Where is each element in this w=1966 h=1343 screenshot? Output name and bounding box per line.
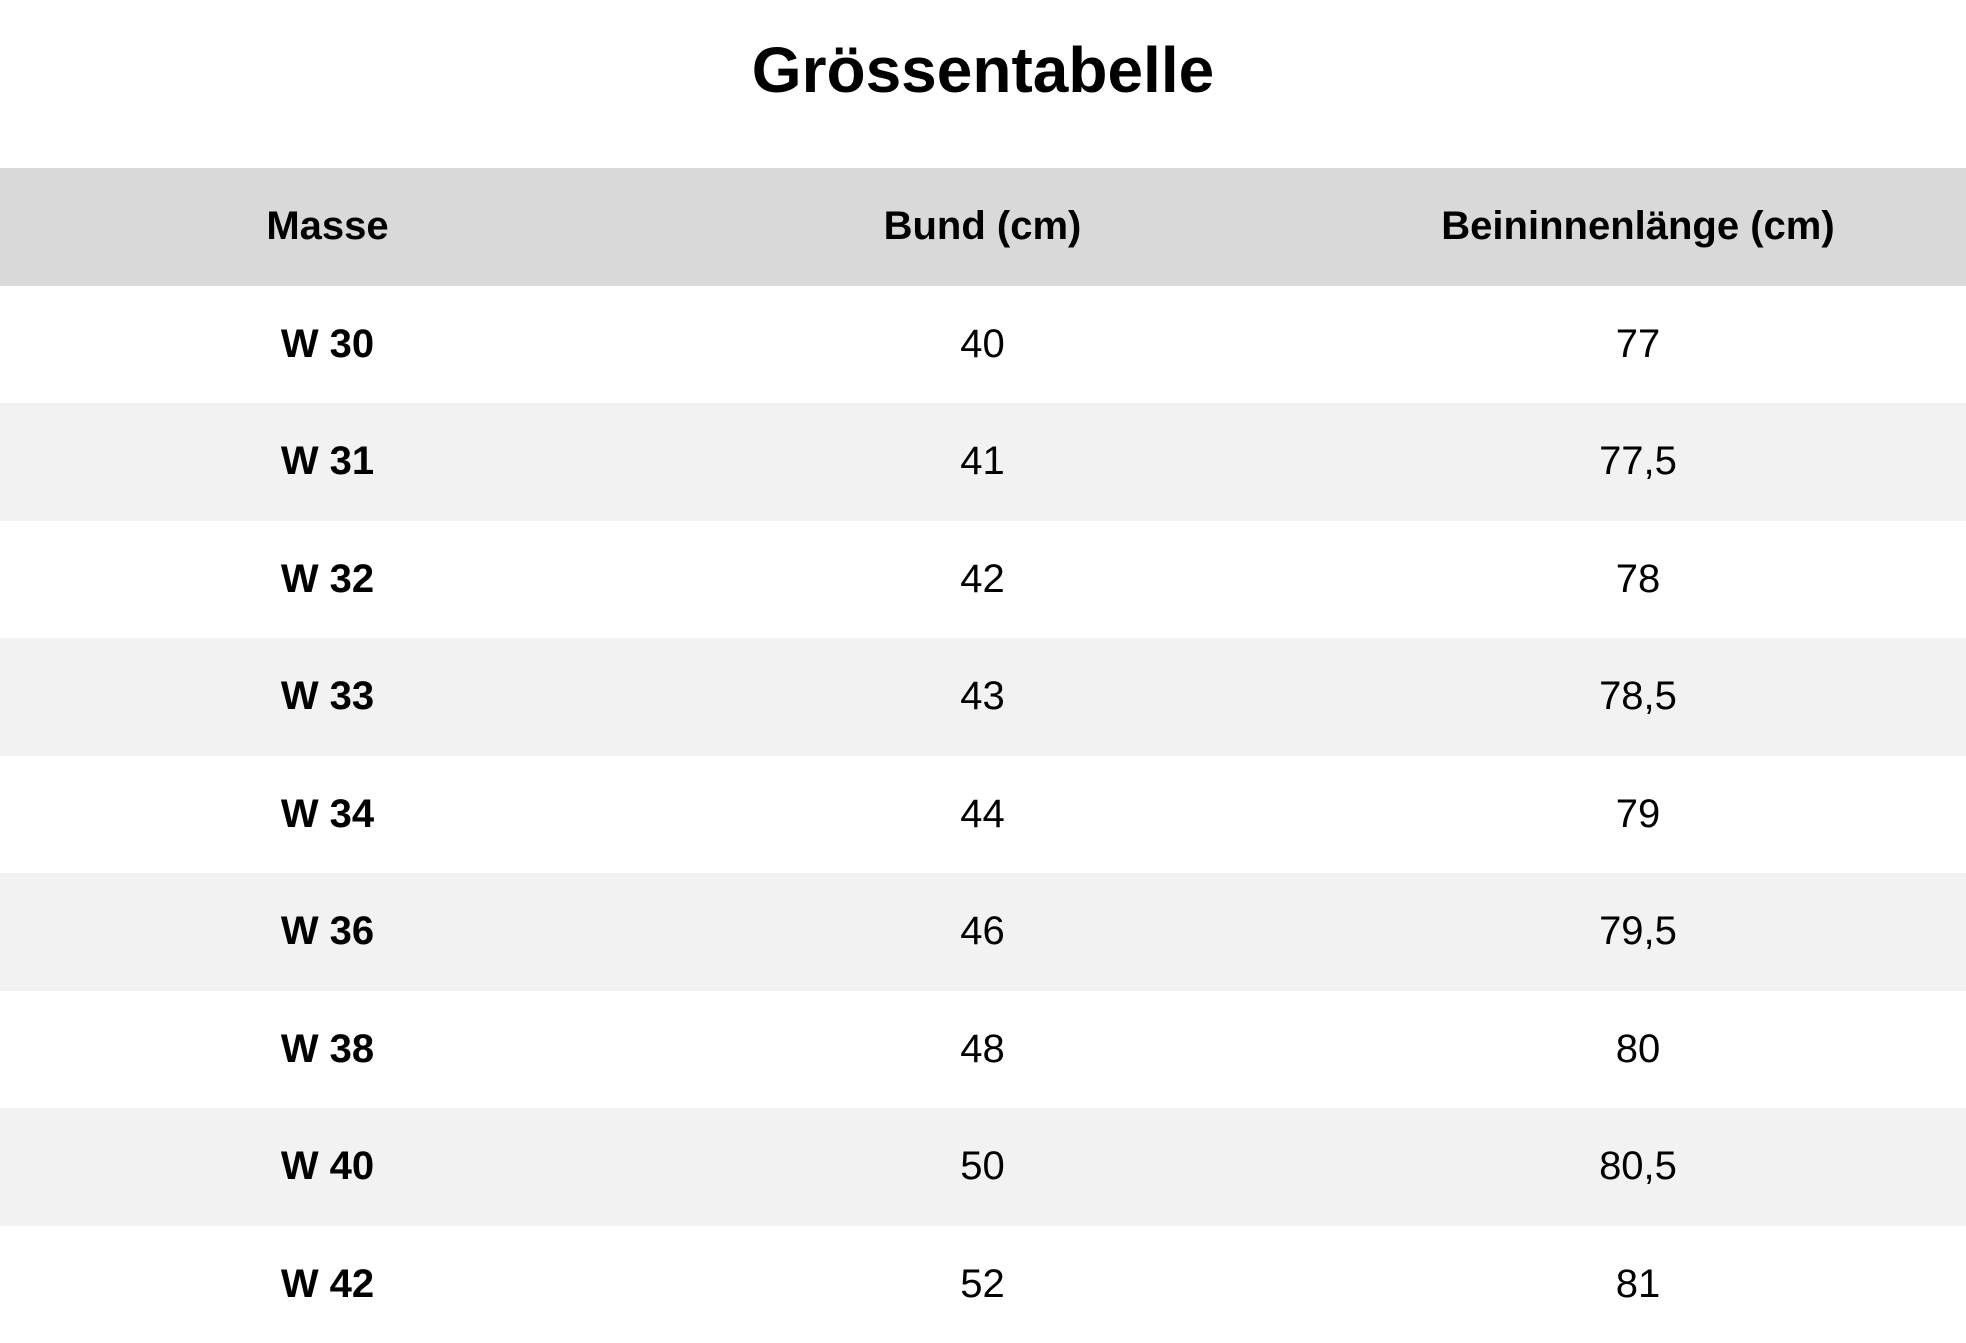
table-row: W 34 44 79 xyxy=(0,756,1966,874)
table-row: W 38 48 80 xyxy=(0,991,1966,1109)
bund-cell: 52 xyxy=(655,1226,1310,1343)
table-row: W 31 41 77,5 xyxy=(0,403,1966,521)
header-masse: Masse xyxy=(0,168,655,286)
bund-cell: 41 xyxy=(655,403,1310,521)
size-cell: W 34 xyxy=(0,756,655,874)
table-header: Masse Bund (cm) Beininnenlänge (cm) xyxy=(0,168,1966,286)
beininnenlaenge-cell: 79,5 xyxy=(1310,873,1966,991)
bund-cell: 43 xyxy=(655,638,1310,756)
table-row: W 32 42 78 xyxy=(0,521,1966,639)
beininnenlaenge-cell: 81 xyxy=(1310,1226,1966,1343)
size-cell: W 31 xyxy=(0,403,655,521)
size-cell: W 40 xyxy=(0,1108,655,1226)
size-cell: W 36 xyxy=(0,873,655,991)
bund-cell: 50 xyxy=(655,1108,1310,1226)
beininnenlaenge-cell: 79 xyxy=(1310,756,1966,874)
table-body: W 30 40 77 W 31 41 77,5 W 32 42 78 W 33 … xyxy=(0,286,1966,1343)
size-cell: W 33 xyxy=(0,638,655,756)
header-beininnenlaenge: Beininnenlänge (cm) xyxy=(1310,168,1966,286)
table-row: W 36 46 79,5 xyxy=(0,873,1966,991)
table-row: W 42 52 81 xyxy=(0,1226,1966,1343)
header-row: Masse Bund (cm) Beininnenlänge (cm) xyxy=(0,168,1966,286)
beininnenlaenge-cell: 78 xyxy=(1310,521,1966,639)
bund-cell: 40 xyxy=(655,286,1310,404)
size-cell: W 30 xyxy=(0,286,655,404)
table-row: W 40 50 80,5 xyxy=(0,1108,1966,1226)
beininnenlaenge-cell: 80 xyxy=(1310,991,1966,1109)
beininnenlaenge-cell: 78,5 xyxy=(1310,638,1966,756)
bund-cell: 42 xyxy=(655,521,1310,639)
header-bund: Bund (cm) xyxy=(655,168,1310,286)
beininnenlaenge-cell: 80,5 xyxy=(1310,1108,1966,1226)
table-row: W 30 40 77 xyxy=(0,286,1966,404)
size-cell: W 38 xyxy=(0,991,655,1109)
beininnenlaenge-cell: 77,5 xyxy=(1310,403,1966,521)
size-cell: W 42 xyxy=(0,1226,655,1343)
page-title: Grössentabelle xyxy=(0,0,1966,140)
beininnenlaenge-cell: 77 xyxy=(1310,286,1966,404)
size-cell: W 32 xyxy=(0,521,655,639)
bund-cell: 48 xyxy=(655,991,1310,1109)
table-row: W 33 43 78,5 xyxy=(0,638,1966,756)
bund-cell: 44 xyxy=(655,756,1310,874)
bund-cell: 46 xyxy=(655,873,1310,991)
size-table: Masse Bund (cm) Beininnenlänge (cm) W 30… xyxy=(0,168,1966,1343)
